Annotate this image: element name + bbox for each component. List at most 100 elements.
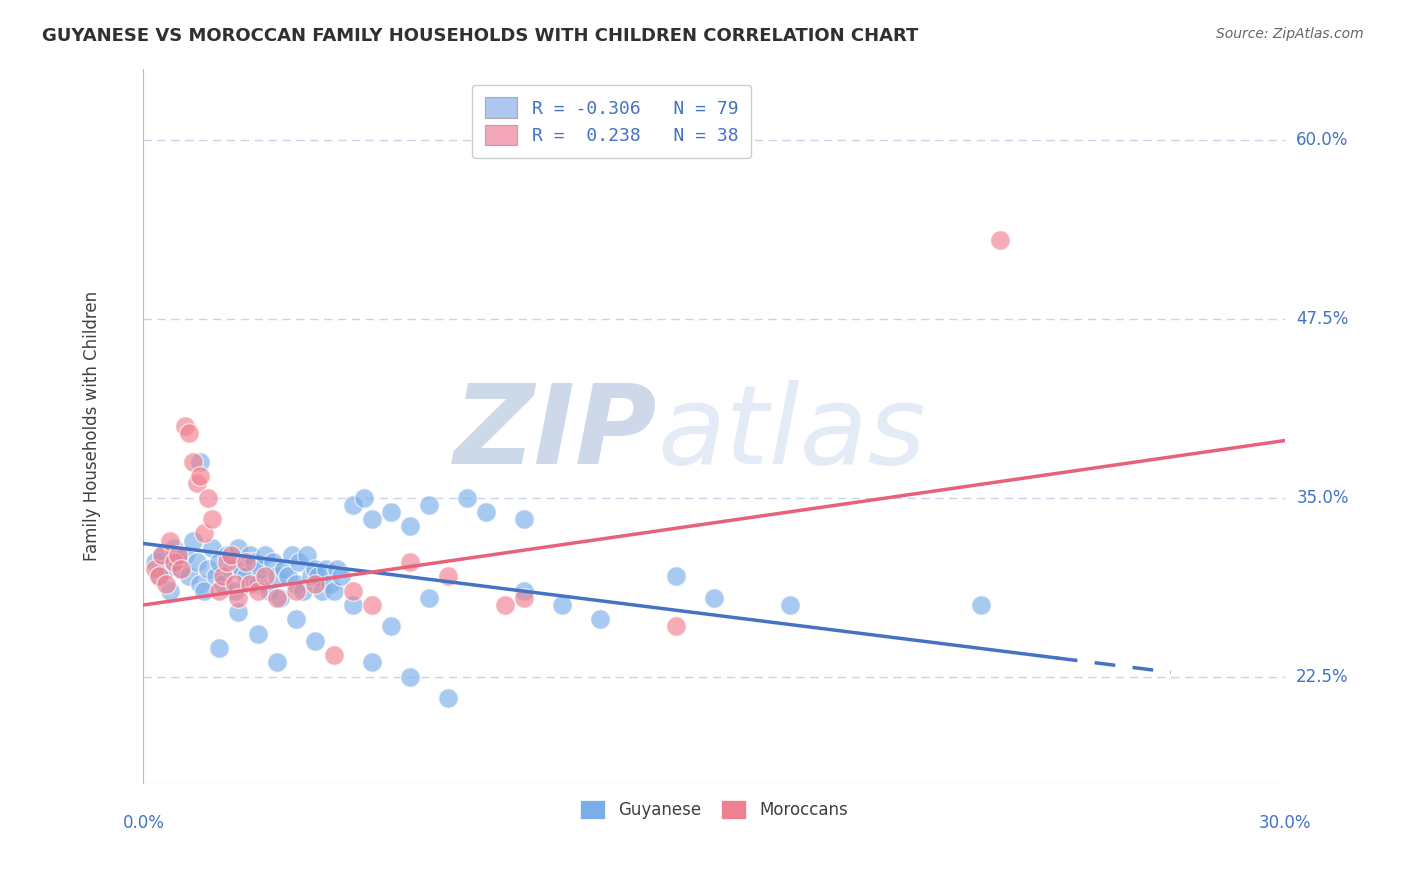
Point — [360, 655, 382, 669]
Point — [779, 598, 801, 612]
Point — [235, 569, 257, 583]
Text: 0.0%: 0.0% — [122, 814, 165, 832]
Point — [224, 583, 246, 598]
Point — [163, 555, 186, 569]
Text: ZIP: ZIP — [454, 380, 657, 487]
Point — [219, 548, 242, 562]
Point — [246, 626, 269, 640]
Point — [159, 533, 181, 548]
Point — [242, 555, 264, 569]
Text: Family Households with Children: Family Households with Children — [83, 291, 101, 561]
Text: 22.5%: 22.5% — [1296, 667, 1348, 686]
Point — [204, 569, 226, 583]
Point — [177, 426, 200, 441]
Point — [266, 591, 288, 605]
Point — [360, 598, 382, 612]
Point — [315, 562, 337, 576]
Point — [254, 569, 277, 583]
Point — [166, 548, 188, 562]
Point — [219, 562, 242, 576]
Point — [174, 548, 197, 562]
Point — [163, 541, 186, 555]
Point — [208, 583, 231, 598]
Point — [197, 562, 219, 576]
Point — [228, 591, 250, 605]
Point — [322, 648, 344, 662]
Point — [277, 569, 299, 583]
Point — [665, 569, 688, 583]
Point — [266, 569, 288, 583]
Point — [513, 583, 536, 598]
Point — [228, 541, 250, 555]
Point — [589, 612, 612, 626]
Point — [228, 605, 250, 619]
Point — [292, 583, 315, 598]
Point — [418, 498, 440, 512]
Point — [246, 576, 269, 591]
Point — [513, 512, 536, 526]
Point — [703, 591, 725, 605]
Point — [551, 598, 574, 612]
Point — [148, 569, 170, 583]
Text: 60.0%: 60.0% — [1296, 131, 1348, 149]
Point — [295, 548, 318, 562]
Point — [380, 505, 402, 519]
Point — [304, 562, 326, 576]
Point — [208, 640, 231, 655]
Point — [307, 569, 329, 583]
Point — [193, 583, 215, 598]
Point — [284, 612, 307, 626]
Point — [148, 569, 170, 583]
Point — [197, 491, 219, 505]
Point — [190, 576, 212, 591]
Point — [150, 548, 173, 562]
Text: atlas: atlas — [657, 380, 925, 487]
Point — [281, 548, 304, 562]
Point — [418, 591, 440, 605]
Point — [155, 562, 177, 576]
Point — [299, 569, 322, 583]
Text: 47.5%: 47.5% — [1296, 310, 1348, 328]
Point — [201, 541, 224, 555]
Point — [143, 555, 166, 569]
Point — [342, 598, 364, 612]
Point — [988, 233, 1011, 247]
Point — [326, 562, 349, 576]
Point — [155, 576, 177, 591]
Point — [186, 555, 208, 569]
Point — [231, 562, 253, 576]
Point — [174, 419, 197, 434]
Point — [665, 619, 688, 633]
Point — [288, 555, 311, 569]
Point — [969, 598, 991, 612]
Point — [239, 576, 262, 591]
Point — [215, 555, 238, 569]
Point — [193, 526, 215, 541]
Point — [436, 691, 458, 706]
Point — [170, 562, 193, 576]
Point — [239, 548, 262, 562]
Point — [398, 555, 420, 569]
Text: 30.0%: 30.0% — [1258, 814, 1312, 832]
Point — [181, 455, 204, 469]
Point — [177, 569, 200, 583]
Point — [322, 583, 344, 598]
Legend: Guyanese, Moroccans: Guyanese, Moroccans — [574, 793, 855, 826]
Point — [266, 655, 288, 669]
Text: Source: ZipAtlas.com: Source: ZipAtlas.com — [1216, 27, 1364, 41]
Point — [475, 505, 498, 519]
Point — [398, 519, 420, 533]
Point — [212, 576, 235, 591]
Point — [254, 548, 277, 562]
Point — [235, 555, 257, 569]
Point — [246, 583, 269, 598]
Point — [330, 569, 353, 583]
Point — [319, 576, 342, 591]
Point — [513, 591, 536, 605]
Point — [170, 562, 193, 576]
Point — [304, 576, 326, 591]
Point — [159, 583, 181, 598]
Point — [215, 548, 238, 562]
Point — [398, 669, 420, 683]
Point — [224, 576, 246, 591]
